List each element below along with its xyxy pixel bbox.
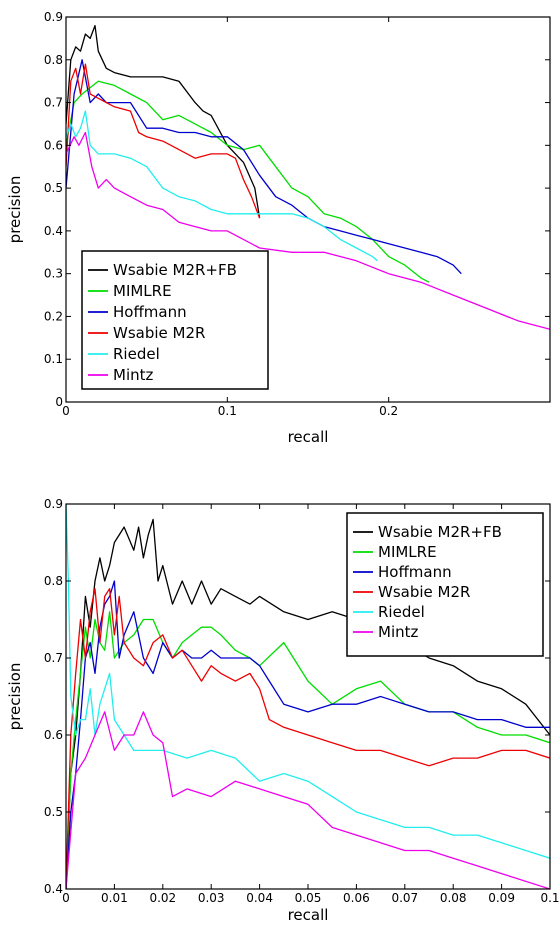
x-axis-label: recall (288, 906, 329, 924)
series-line-mintz (66, 711, 550, 889)
x-tick-label: 0.05 (295, 891, 322, 905)
x-tick-label: 0.09 (488, 891, 515, 905)
y-tick-label: 0.2 (44, 309, 63, 323)
x-tick-label: 0.03 (198, 891, 225, 905)
y-tick-label: 0.5 (44, 181, 63, 195)
y-axis-label: precision (6, 663, 24, 731)
series-line-riedel (66, 504, 550, 859)
legend-label: Wsabie M2R+FB (378, 523, 502, 541)
series-line-wsabie-m2r (66, 588, 550, 889)
series-line-wsabie-m2r (66, 63, 261, 219)
x-tick-label: 0.04 (246, 891, 273, 905)
y-tick-label: 0.3 (44, 267, 63, 281)
y-tick-label: 0.7 (44, 96, 63, 110)
series-line-hoffmann (66, 59, 462, 275)
x-tick-label: 0.08 (440, 891, 467, 905)
y-tick-label: 0.8 (44, 574, 63, 588)
series-line-wsabie-m2r-fb (66, 24, 261, 219)
legend-label: Wsabie M2R (378, 583, 470, 601)
legend: Wsabie M2R+FB MIMLRE Hoffmann Wsabie M2R Rie… (81, 250, 269, 390)
series-line-mintz (66, 131, 550, 330)
y-tick-label: 0.5 (44, 805, 63, 819)
series-line-riedel (66, 110, 378, 262)
x-tick-label: 0.1 (218, 404, 237, 418)
y-tick-label: 0.4 (44, 224, 63, 238)
legend-label: Riedel (113, 345, 160, 363)
x-tick-label: 0.07 (391, 891, 418, 905)
x-tick-label: 0 (62, 404, 70, 418)
y-tick-label: 0.1 (44, 352, 63, 366)
y-tick-label: 0.4 (44, 882, 63, 896)
legend-label: Hoffmann (113, 303, 187, 321)
legend-label: Wsabie M2R (113, 324, 205, 342)
series-line-hoffmann (66, 580, 550, 889)
y-tick-label: 0.9 (44, 497, 63, 511)
chart-2: 0 0.01 0.02 0.03 0.04 0.05 0.06 0.07 0.08 0.09 0.1… (6, 497, 560, 924)
legend-box (346, 512, 544, 657)
legend-label: Mintz (378, 623, 418, 641)
y-axis-label: precision (6, 176, 24, 244)
y-tick-label: 0.6 (44, 138, 63, 152)
y-tick-label: 0.9 (44, 10, 63, 24)
legend-label: Hoffmann (378, 563, 452, 581)
y-tick-label: 0.6 (44, 728, 63, 742)
y-tick-label: 0 (55, 395, 63, 409)
x-tick-label: 0 (62, 891, 70, 905)
legend-box (81, 250, 269, 390)
legend-label: Riedel (378, 603, 425, 621)
y-tick-label: 0.8 (44, 53, 63, 67)
x-axis-label: recall (288, 428, 329, 446)
legend-label: Wsabie M2R+FB (113, 261, 237, 279)
x-tick-label: 0.02 (149, 891, 176, 905)
legend-label: Mintz (113, 366, 153, 384)
chart-1: 0 0.1 0.2 0 0.1 0.2 0.3 0.4 0.5 0.6 0.7 0.8 0.9 recal… (6, 10, 551, 446)
y-tick-label: 0.7 (44, 651, 63, 665)
x-tick-label: 0.1 (540, 891, 559, 905)
x-tick-label: 0.01 (101, 891, 128, 905)
legend: Wsabie M2R+FB MIMLRE Hoffmann Wsabie M2R Rie… (346, 512, 544, 657)
x-tick-label: 0.2 (379, 404, 398, 418)
series-group (66, 24, 550, 330)
legend-label: MIMLRE (113, 282, 172, 300)
x-tick-label: 0.06 (343, 891, 370, 905)
legend-label: MIMLRE (378, 543, 437, 561)
plot-frame (65, 16, 551, 403)
